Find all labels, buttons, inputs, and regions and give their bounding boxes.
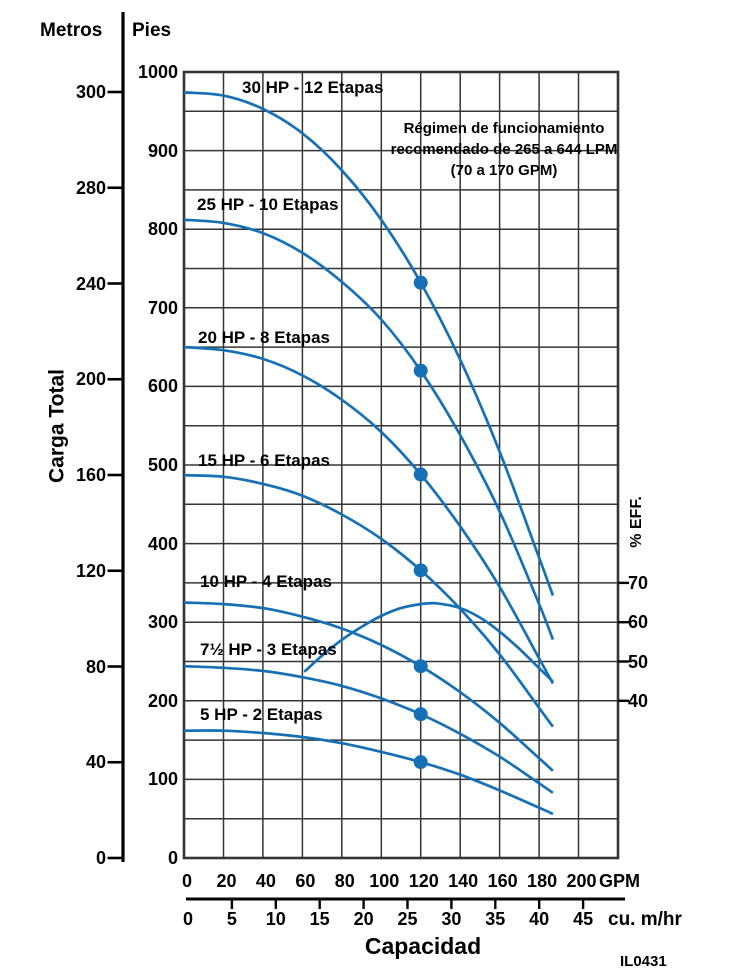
gpm-tick-label-200: 200: [566, 871, 597, 891]
metros-tick-label-120: 120: [75, 560, 106, 581]
pump-curve-12-etapas: [183, 91, 555, 596]
gpm-tick-label-100: 100: [369, 871, 400, 891]
pies-tick-label-100: 100: [147, 769, 178, 790]
pies-tick-label-700: 700: [147, 297, 178, 318]
recommended-range-annotation: Régimen de funcionamiento recomendado de…: [391, 118, 618, 181]
pies-tick-label-1000: 1000: [137, 62, 178, 82]
annotation-line-3: (70 a 170 GPM): [450, 162, 558, 179]
metros-tick-label-240: 240: [75, 273, 106, 294]
curve-label-10-etapas: 25 HP - 10 Etapas: [197, 195, 339, 214]
pies-tick-label-0: 0: [167, 848, 178, 868]
metros-tick-label-40: 40: [85, 752, 106, 773]
efficiency-axis-title: % EFF.: [628, 496, 645, 548]
curve-label-3-etapas: 7½ HP - 3 Etapas: [200, 640, 337, 659]
pies-axis-header: Pies: [132, 20, 172, 41]
pies-tick-label-500: 500: [147, 455, 178, 475]
pump-curve-3-etapas: [183, 664, 554, 794]
efficiency-curve: [303, 601, 554, 683]
pies-tick-label-200: 200: [147, 690, 178, 711]
gpm-tick-label-60: 60: [295, 871, 316, 891]
pump-curve-10-etapas: [183, 218, 555, 640]
metros-tick-label-300: 300: [75, 82, 106, 102]
cu-m-hr-tick-label-40: 40: [529, 909, 550, 929]
cu-m-hr-tick-label-0: 0: [182, 909, 194, 929]
metros-tick-label-80: 80: [85, 656, 106, 677]
eff-tick-label-60: 60: [628, 612, 649, 633]
y-axis-title: Carga Total: [45, 369, 69, 483]
eff-tick-label-70: 70: [628, 572, 649, 593]
cu-m-hr-tick-label-35: 35: [485, 909, 506, 929]
curve-label-6-etapas: 15 HP - 6 Etapas: [198, 451, 330, 470]
cu-m-hr-tick-label-20: 20: [353, 909, 374, 929]
operating-point-dot-4-etapas: [413, 659, 428, 674]
metros-tick-label-0: 0: [95, 848, 106, 868]
pies-tick-label-600: 600: [147, 376, 178, 397]
figure-id: IL0431: [620, 953, 667, 970]
annotation-line-2: recomendado de 265 a 644 LPM: [390, 141, 618, 158]
gpm-tick-label-80: 80: [334, 871, 355, 891]
operating-point-dot-3-etapas: [413, 707, 428, 722]
pump-curve-4-etapas: [183, 601, 554, 772]
operating-point-dot-2-etapas: [413, 755, 428, 770]
pump-curve-8-etapas: [183, 345, 555, 685]
cu-m-hr-tick-label-15: 15: [309, 909, 330, 929]
eff-tick-label-40: 40: [628, 690, 649, 711]
cu-m-hr-tick-label-25: 25: [397, 909, 418, 929]
pump-curve-2-etapas: [183, 729, 554, 816]
operating-point-dot-6-etapas: [413, 563, 428, 578]
gpm-tick-label-160: 160: [487, 871, 518, 891]
operating-point-dot-8-etapas: [413, 467, 428, 482]
gpm-tick-label-140: 140: [448, 871, 479, 891]
plot-border: [182, 70, 620, 860]
metros-tick-label-280: 280: [75, 177, 106, 198]
curve-label-8-etapas: 20 HP - 8 Etapas: [198, 328, 330, 347]
gpm-tick-label-0: 0: [181, 871, 193, 891]
curve-label-12-etapas: 30 HP - 12 Etapas: [242, 78, 384, 97]
eff-tick-label-50: 50: [628, 651, 649, 672]
gpm-tick-label-20: 20: [216, 871, 237, 891]
annotation-line-1: Régimen de funcionamiento: [403, 120, 605, 137]
cu-m-hr-unit-label: cu. m/hr: [608, 909, 682, 930]
curve-label-4-etapas: 10 HP - 4 Etapas: [200, 572, 332, 591]
gpm-unit-label: GPM: [599, 871, 641, 891]
x-axis-title: Capacidad: [364, 933, 482, 959]
pies-tick-label-900: 900: [147, 140, 178, 161]
gpm-tick-label-120: 120: [408, 871, 439, 891]
cu-m-hr-tick-label-5: 5: [226, 909, 237, 929]
pies-tick-label-800: 800: [147, 219, 178, 240]
metros-tick-label-200: 200: [75, 369, 106, 390]
operating-point-dot-12-etapas: [413, 275, 428, 290]
gpm-tick-label-180: 180: [527, 871, 558, 891]
pump-curve-6-etapas: [183, 473, 554, 728]
metros-axis-header: Metros: [40, 20, 103, 41]
cu-m-hr-tick-label-45: 45: [573, 909, 594, 929]
cu-m-hr-tick-label-30: 30: [441, 909, 462, 929]
pies-tick-label-400: 400: [147, 533, 178, 554]
operating-point-dot-10-etapas: [413, 363, 428, 378]
pies-tick-label-300: 300: [147, 612, 178, 633]
cu-m-hr-tick-label-10: 10: [265, 909, 286, 929]
gpm-tick-label-40: 40: [255, 871, 276, 891]
curve-label-2-etapas: 5 HP - 2 Etapas: [200, 705, 323, 724]
metros-tick-label-160: 160: [75, 465, 106, 485]
